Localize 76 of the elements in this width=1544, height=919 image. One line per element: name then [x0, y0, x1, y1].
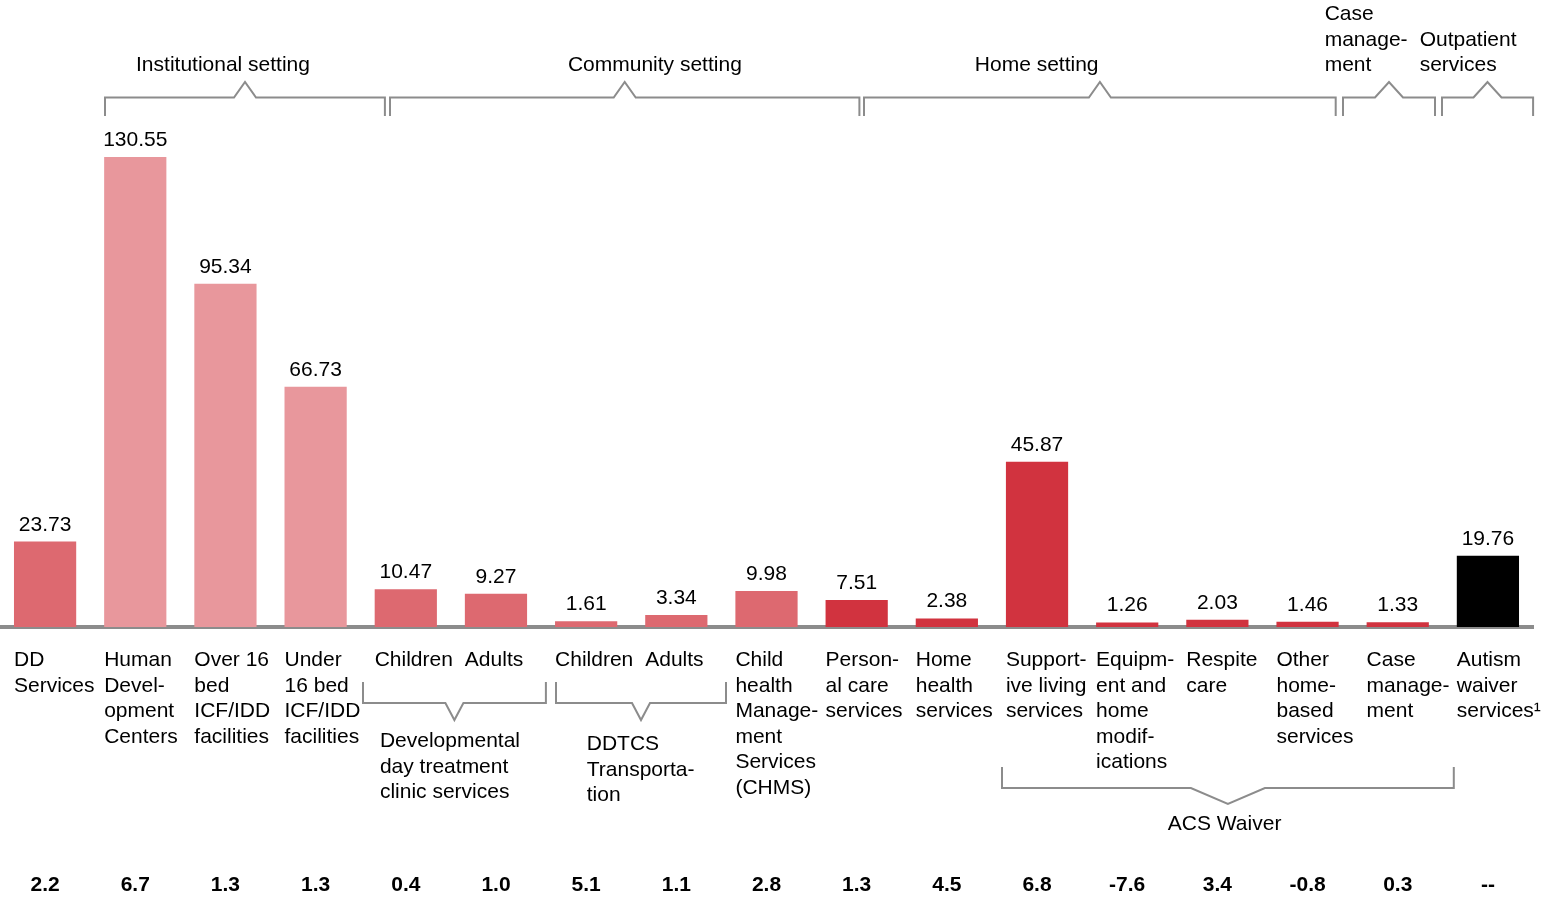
bar — [194, 283, 257, 627]
bar — [13, 541, 77, 627]
text: 1.3 — [210, 872, 241, 895]
text: 3.4 — [1202, 872, 1233, 895]
text: 1.1 — [661, 872, 692, 895]
bar — [645, 614, 708, 627]
data-label: 1.33 — [1377, 592, 1419, 616]
x-tick-label: Over 16 bed ICF/IDD facilities — [194, 647, 271, 747]
text: Developmental day treatment clinic services — [379, 728, 521, 802]
text: 6.8 — [1022, 872, 1052, 895]
text: 5.1 — [571, 872, 602, 895]
bar — [104, 157, 167, 627]
x-tick-label: Person- al care services — [825, 647, 903, 721]
text: Outpatient services — [1419, 26, 1517, 75]
bar — [915, 618, 978, 627]
bar — [735, 591, 798, 627]
text: Community setting — [567, 52, 742, 75]
bar — [1096, 622, 1159, 627]
text: Institutional setting — [136, 52, 310, 75]
x-tick-label: Support- ive living services — [1005, 647, 1087, 721]
x-tick-label: Children — [555, 647, 634, 670]
text: ACS Waiver — [1167, 811, 1282, 834]
data-label: 9.98 — [746, 561, 787, 585]
data-label: 3.34 — [655, 584, 698, 608]
x-tick-label: Human Devel- opment Centers — [104, 647, 178, 747]
data-label: 66.73 — [289, 356, 342, 380]
text: 6.7 — [120, 872, 150, 895]
data-label: 45.87 — [1010, 431, 1064, 455]
data-label: 95.34 — [199, 253, 253, 277]
x-tick-label: Respite care — [1186, 647, 1258, 696]
x-tick-label: Under 16 bed ICF/IDD facilities — [284, 647, 361, 747]
text: Case manage- ment — [1324, 1, 1408, 75]
x-tick-label: Adults — [464, 647, 524, 670]
bar — [284, 386, 347, 627]
data-label: 10.47 — [379, 559, 433, 583]
text: 0.3 — [1383, 872, 1413, 895]
text: 2.8 — [751, 872, 782, 895]
data-label: 1.61 — [565, 591, 607, 615]
data-label: 23.73 — [18, 511, 72, 535]
bar — [1005, 461, 1069, 627]
data-label: 130.55 — [103, 127, 168, 150]
x-tick-label: Child health Manage- ment Services (CHMS) — [735, 647, 819, 798]
data-label: 7.51 — [836, 569, 878, 593]
x-tick-label: DD Services — [13, 647, 95, 696]
text: -7.6 — [1109, 872, 1146, 895]
data-label: 1.26 — [1106, 592, 1148, 616]
x-tick-label: Case manage- ment — [1366, 647, 1450, 721]
bar — [374, 589, 437, 627]
data-label: 19.76 — [1461, 525, 1515, 549]
x-tick-label: Home health services — [915, 647, 993, 721]
bar — [555, 621, 618, 627]
bar — [1276, 621, 1339, 627]
text: -- — [1480, 872, 1495, 895]
text: 1.0 — [481, 872, 511, 895]
bar — [1456, 555, 1520, 627]
text: -0.8 — [1289, 872, 1326, 895]
data-label: 2.03 — [1196, 589, 1238, 613]
text: Home setting — [974, 52, 1099, 75]
text: 1.3 — [301, 872, 331, 895]
text: DDTCS Transporta- tion — [586, 731, 695, 805]
data-label: 2.38 — [926, 588, 968, 612]
bar — [1186, 619, 1249, 627]
x-tick-label: Equipm- ent and home modif- ications — [1096, 647, 1175, 772]
text: 2.2 — [30, 872, 60, 895]
bar — [464, 593, 528, 627]
x-tick-label: Other home- based services — [1276, 647, 1354, 747]
bar — [825, 599, 888, 627]
x-tick-label: Adults — [645, 647, 704, 670]
data-label: 9.27 — [475, 563, 517, 587]
bar — [1366, 622, 1429, 627]
x-tick-label: Autism waiver services¹ — [1455, 647, 1541, 721]
x-tick-label: Children — [374, 647, 453, 670]
text: 4.5 — [932, 872, 962, 895]
data-label: 1.46 — [1287, 591, 1328, 615]
text: 0.4 — [391, 872, 421, 895]
text: 1.3 — [842, 872, 872, 895]
